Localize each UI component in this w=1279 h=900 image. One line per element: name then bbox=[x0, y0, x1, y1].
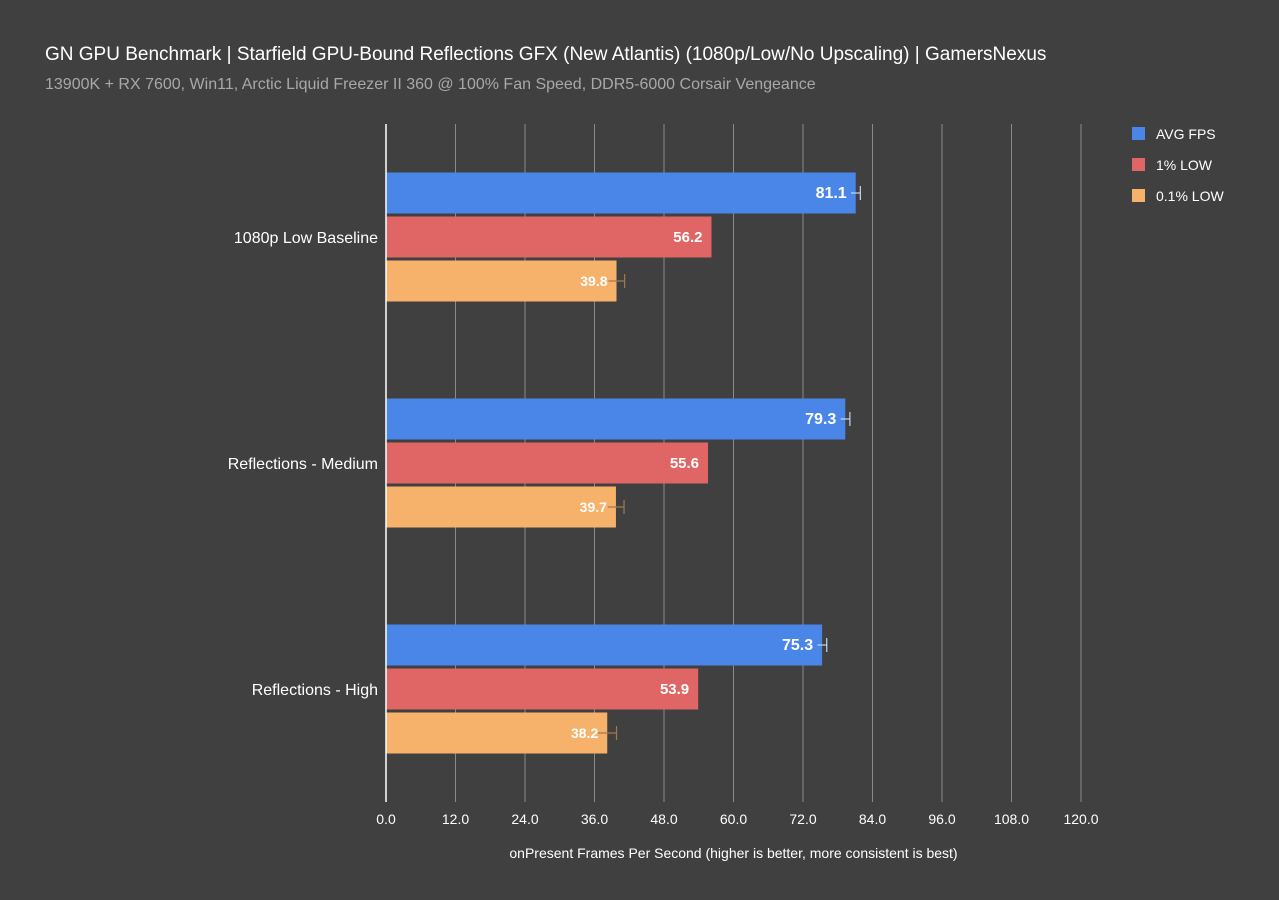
x-axis-ticks: 0.0 12.0 24.0 36.0 48.0 60.0 72.0 84.0 96.0 108.0… bbox=[376, 811, 1098, 827]
x-tick-label: 36.0 bbox=[581, 811, 608, 827]
value-label: 39.8 bbox=[580, 273, 607, 289]
x-tick-label: 72.0 bbox=[789, 811, 816, 827]
category-label: 1080p Low Baseline bbox=[234, 230, 378, 247]
chart-title: GN GPU Benchmark | Starfield GPU-Bound R… bbox=[45, 44, 1047, 65]
value-label: 53.9 bbox=[660, 681, 689, 698]
category-labels: 1080p Low Baseline Reflections - Medium Re… bbox=[228, 230, 378, 699]
value-label: 55.6 bbox=[670, 455, 699, 472]
x-tick-label: 84.0 bbox=[859, 811, 886, 827]
legend-swatch bbox=[1132, 158, 1145, 171]
x-tick-label: 24.0 bbox=[511, 811, 538, 827]
category-label: Reflections - Medium bbox=[228, 456, 378, 473]
legend-label: AVG FPS bbox=[1156, 126, 1216, 142]
value-label: 79.3 bbox=[805, 411, 836, 428]
x-tick-label: 0.0 bbox=[376, 811, 396, 827]
bar bbox=[386, 442, 709, 484]
x-tick-label: 48.0 bbox=[650, 811, 677, 827]
legend-swatch bbox=[1132, 189, 1145, 202]
category-label: Reflections - High bbox=[252, 682, 378, 699]
x-tick-label: 120.0 bbox=[1063, 811, 1098, 827]
bar bbox=[386, 216, 712, 258]
value-label: 75.3 bbox=[782, 637, 813, 654]
legend: AVG FPS 1% LOW 0.1% LOW bbox=[1132, 126, 1224, 204]
x-tick-label: 108.0 bbox=[994, 811, 1029, 827]
x-axis-title: onPresent Frames Per Second (higher is b… bbox=[509, 845, 957, 861]
value-label: 39.7 bbox=[580, 499, 607, 515]
bar bbox=[386, 624, 823, 666]
value-label: 81.1 bbox=[816, 185, 847, 202]
value-label: 56.2 bbox=[673, 229, 702, 246]
value-label: 38.2 bbox=[571, 725, 598, 741]
bar bbox=[386, 486, 616, 528]
x-tick-label: 12.0 bbox=[442, 811, 469, 827]
legend-label: 1% LOW bbox=[1156, 157, 1213, 173]
x-tick-label: 60.0 bbox=[720, 811, 747, 827]
bar bbox=[386, 172, 856, 214]
legend-swatch bbox=[1132, 127, 1145, 140]
chart-subtitle: 13900K + RX 7600, Win11, Arctic Liquid F… bbox=[45, 76, 816, 93]
x-tick-label: 96.0 bbox=[928, 811, 955, 827]
bar bbox=[386, 668, 699, 710]
bar bbox=[386, 260, 617, 302]
bar bbox=[386, 398, 846, 440]
bar bbox=[386, 712, 608, 754]
legend-label: 0.1% LOW bbox=[1156, 188, 1224, 204]
bars: 81.1 56.2 39.8 79.3 55.6 39.7 75.3 53.9 38.2 bbox=[386, 172, 861, 754]
